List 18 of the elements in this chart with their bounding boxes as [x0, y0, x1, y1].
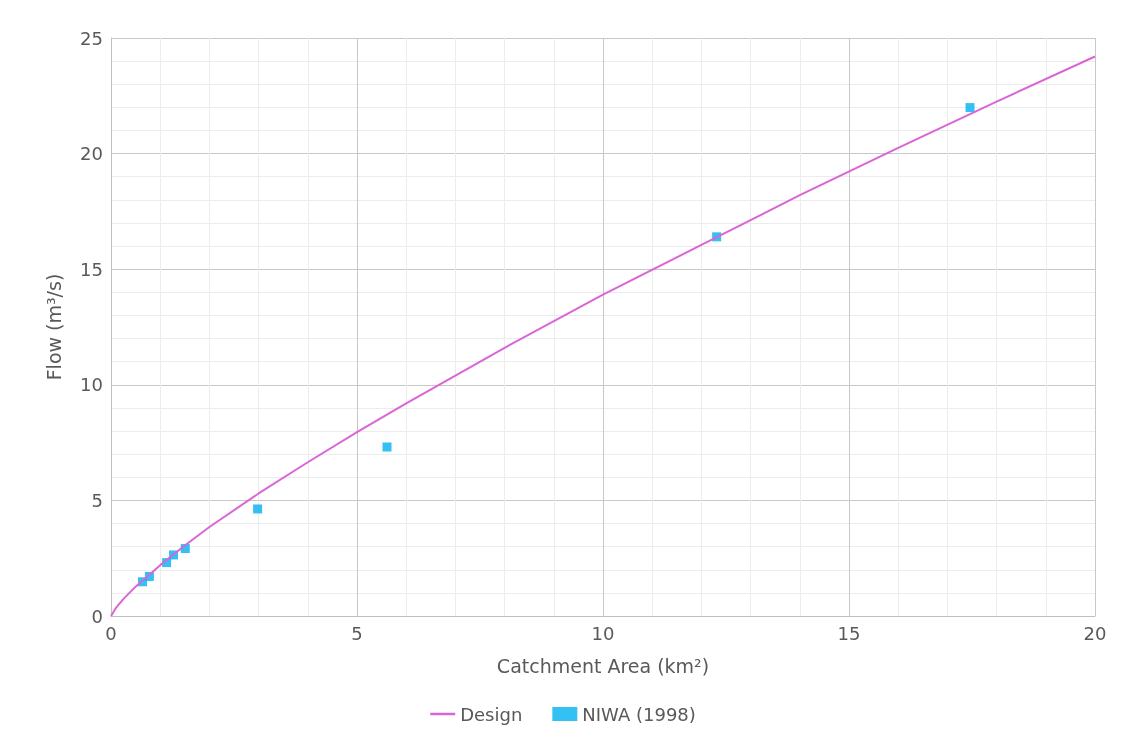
y-tick-label: 15 [80, 258, 103, 280]
y-tick-label: 10 [80, 374, 103, 396]
point [965, 103, 975, 113]
point [382, 442, 392, 452]
y-tick-label: 0 [91, 605, 103, 627]
y-tick-label: 20 [80, 143, 103, 165]
x-tick-label: 0 [105, 622, 117, 644]
y-tick-label: 25 [80, 27, 103, 49]
y-axis-title: Flow (m³/s) [42, 273, 65, 381]
point [253, 504, 263, 514]
x-axis-title: Catchment Area (km²) [496, 654, 710, 677]
x-tick-label: 5 [351, 622, 363, 644]
legend-label: NIWA (1998) [582, 703, 696, 725]
x-tick-label: 15 [837, 622, 861, 644]
y-tick-label: 5 [91, 489, 103, 511]
legend-label: Design [460, 703, 523, 725]
x-tick-label: 20 [1083, 622, 1107, 644]
x-tick-label: 10 [591, 622, 615, 644]
